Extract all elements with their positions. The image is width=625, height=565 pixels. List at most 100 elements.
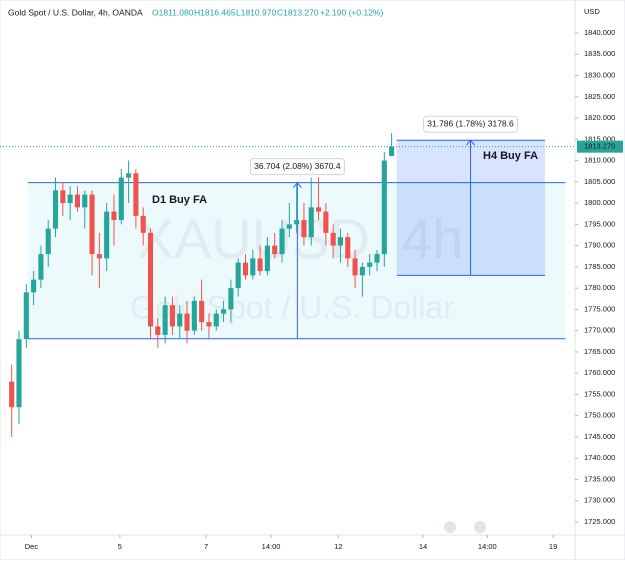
candle-body <box>374 254 380 263</box>
zone-label: H4 Buy FA <box>483 150 538 162</box>
y-tick-label: 1830.000 <box>584 71 615 80</box>
candle-body <box>155 326 161 335</box>
candle-body <box>213 313 219 327</box>
candle-body <box>199 300 205 323</box>
y-tick-label: 1770.000 <box>584 326 615 335</box>
event-flag <box>444 521 456 533</box>
zone-label: D1 Buy FA <box>152 194 207 206</box>
y-tick-label: 1765.000 <box>584 347 615 356</box>
candle-body <box>162 305 168 335</box>
y-tick-label: 1730.000 <box>584 496 615 505</box>
y-tick-label: 1840.000 <box>584 28 615 37</box>
watermark-symbol: XAUUSD, 4h <box>137 207 464 270</box>
candle-body <box>89 194 95 255</box>
y-tick-label: 1815.000 <box>584 134 615 143</box>
y-tick-label: 1835.000 <box>584 49 615 58</box>
y-tick-label: 1760.000 <box>584 368 615 377</box>
candle-body <box>169 305 175 327</box>
candle-body <box>352 258 358 276</box>
header-change: +2.190 (+0.12%) <box>320 7 383 17</box>
x-tick-label: 14 <box>419 542 427 551</box>
candle-body <box>323 211 329 233</box>
candle-body <box>45 228 51 255</box>
candle-body <box>235 262 241 289</box>
y-tick-label: 1820.000 <box>584 113 615 122</box>
candle-body <box>345 237 351 259</box>
candle-body <box>140 215 146 233</box>
y-tick-label: 1735.000 <box>584 474 615 483</box>
candle-body <box>177 313 183 327</box>
y-tick-label: 1805.000 <box>584 177 615 186</box>
candle-body <box>23 292 29 340</box>
current-price-label: 1813.270 <box>584 142 615 151</box>
candle-body <box>96 254 102 259</box>
candle-body <box>60 190 66 204</box>
candle-body <box>38 254 44 280</box>
candle-body <box>104 211 110 259</box>
candle-body <box>74 194 81 208</box>
header-close: C1813.270 <box>277 7 319 17</box>
candle-body <box>52 190 59 229</box>
candle-body <box>67 194 73 204</box>
candle-body <box>337 237 344 246</box>
y-tick-label: 1825.000 <box>584 92 615 101</box>
candle-body <box>264 245 270 272</box>
candle-body <box>389 146 395 156</box>
y-tick-label: 1785.000 <box>584 262 615 271</box>
header-low: L1810.970 <box>236 7 276 17</box>
y-tick-label: 1745.000 <box>584 432 615 441</box>
header-open: O1811.080 <box>152 7 194 17</box>
candle-body <box>111 211 117 221</box>
candle-body <box>221 309 227 314</box>
candle-body <box>184 313 190 331</box>
x-tick-label: 19 <box>549 542 557 551</box>
measure-box <box>249 158 345 176</box>
x-tick-label: 14:00 <box>262 542 281 551</box>
measure-box <box>423 115 519 133</box>
candle-body <box>286 224 292 229</box>
candle-body <box>330 232 336 246</box>
y-tick-label: 1810.000 <box>584 156 615 165</box>
y-tick-label: 1755.000 <box>584 389 615 398</box>
candle-body <box>381 160 387 255</box>
header-symbol: Gold Spot / U.S. Dollar, 4h, OANDA <box>8 7 143 17</box>
candle-body <box>257 258 263 272</box>
x-tick-label: 5 <box>118 542 122 551</box>
x-tick-label: 14:00 <box>478 542 497 551</box>
y-tick-label: 1790.000 <box>584 241 615 250</box>
candle-body <box>301 220 307 238</box>
candle-body <box>228 288 234 310</box>
arrow-head <box>466 139 475 146</box>
current-price-box <box>577 140 623 153</box>
x-tick-label: 7 <box>204 542 208 551</box>
candle-body <box>147 232 154 327</box>
y-tick-label: 1780.000 <box>584 283 615 292</box>
candle-body <box>242 262 249 276</box>
header-high: H1816.465 <box>194 7 236 17</box>
measure-label: 36.704 (2.08%) 3670.4 <box>254 161 341 171</box>
candle-body <box>250 258 256 276</box>
y-tick-label: 1740.000 <box>584 453 615 462</box>
watermark-name: Gold Spot / U.S. Dollar <box>130 289 454 325</box>
candle-body <box>308 207 314 238</box>
currency: USD <box>584 7 600 16</box>
candle-body <box>367 262 373 267</box>
x-tick-label: 12 <box>334 542 342 551</box>
y-tick-label: 1795.000 <box>584 219 615 228</box>
candle-body <box>9 381 15 408</box>
candle-body <box>82 194 88 208</box>
y-tick-label: 1725.000 <box>584 517 615 526</box>
candle-body <box>16 339 22 408</box>
y-tick-label: 1750.000 <box>584 411 615 420</box>
candle-body <box>294 220 300 225</box>
candle-body <box>206 322 212 327</box>
candle-body <box>118 177 124 221</box>
candle-body <box>126 173 132 178</box>
candle-body <box>315 207 322 212</box>
x-tick-label: Dec <box>25 542 39 551</box>
y-tick-label: 1775.000 <box>584 304 615 313</box>
candle-body <box>31 279 37 293</box>
